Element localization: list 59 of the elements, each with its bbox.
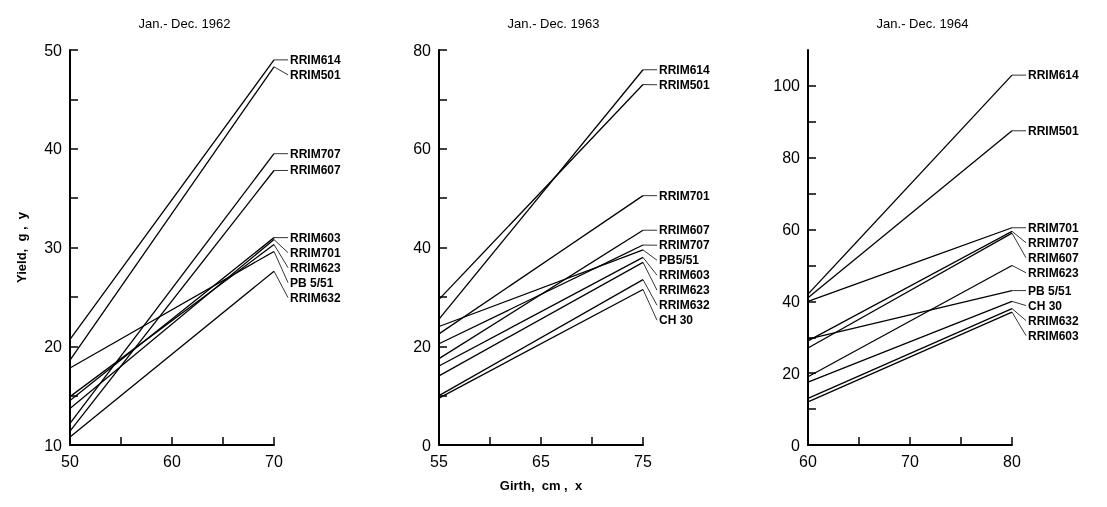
x-tick-label: 60	[163, 452, 181, 470]
x-tick-label: 55	[430, 452, 448, 470]
series-label: RRIM623	[290, 260, 342, 275]
text: CH 30	[659, 313, 694, 328]
legend-label: RRIM603	[290, 230, 342, 245]
y-tick-label: 80	[782, 149, 801, 167]
y-tick-label: 40	[413, 239, 432, 256]
legend-label: RRIM701	[1028, 220, 1080, 235]
y-tick-label: 20	[413, 337, 432, 355]
x-axis-title: Girth, cm , x	[499, 478, 583, 493]
y-tick-label: 100	[773, 77, 801, 95]
y-tick-label: 80	[413, 41, 432, 59]
legend-label: RRIM501	[659, 77, 711, 92]
y-tick-label: 40	[782, 292, 801, 310]
series-label: RRIM623	[1028, 265, 1080, 280]
y-tick-label: 0	[791, 436, 801, 454]
y-tick-label: 60	[413, 140, 432, 158]
legend-label: RRIM607	[290, 163, 342, 178]
legend-label: CH 30	[1028, 298, 1063, 313]
legend-label: RRIM701	[290, 245, 342, 260]
x-tick-label: 60	[799, 452, 817, 470]
legend-label: RRIM707	[1028, 235, 1080, 250]
x-tick-label: 75	[634, 452, 652, 470]
legend-label: RRIM701	[659, 188, 711, 203]
y-tick-label: 40	[44, 140, 63, 158]
legend-label: RRIM632	[1028, 313, 1080, 328]
y-tick-label: 30	[44, 239, 63, 256]
legend-label: RRIM623	[659, 283, 711, 298]
series-label: RRIM607	[1028, 250, 1080, 265]
y-tick-label: 20	[44, 337, 63, 355]
legend-label: RRIM501	[1028, 123, 1080, 138]
x-tick-label: 50	[61, 452, 79, 470]
x-tick-label: 65	[532, 452, 550, 470]
legend-label: PB5/51	[659, 253, 700, 268]
y-axis-title: Yield, g , y	[14, 211, 29, 284]
x-tick-label: 80	[1003, 452, 1021, 470]
x-tick-label: 70	[901, 452, 919, 470]
legend-label: RRIM614	[659, 62, 711, 77]
legend-label: RRIM603	[659, 268, 711, 283]
y-tick-label: 10	[44, 436, 63, 454]
chart-title: Jan.- Dec. 1963	[507, 16, 600, 31]
y-tick-label: 60	[782, 221, 801, 239]
y-tick-label: 50	[44, 41, 63, 59]
chart-title: Jan.- Dec. 1962	[138, 16, 231, 31]
legend-label: PB 5/51	[1028, 283, 1072, 298]
legend-label: RRIM614	[1028, 68, 1080, 83]
legend-label: RRIM501	[290, 67, 342, 82]
legend-label: RRIM614	[290, 52, 342, 67]
y-tick-label: 20	[782, 364, 801, 382]
legend-label: RRIM607	[659, 223, 711, 238]
chart-title: Jan.- Dec. 1964	[876, 16, 969, 31]
y-tick-label: 0	[422, 436, 432, 454]
series-label: RRIM603	[1028, 328, 1080, 343]
text: RRIM632	[290, 290, 342, 305]
legend-label: RRIM707	[290, 146, 342, 161]
legend-label: RRIM707	[659, 238, 711, 253]
text: RRIM632	[659, 298, 711, 313]
legend-label: PB 5/51	[290, 275, 334, 290]
x-tick-label: 70	[265, 452, 283, 470]
